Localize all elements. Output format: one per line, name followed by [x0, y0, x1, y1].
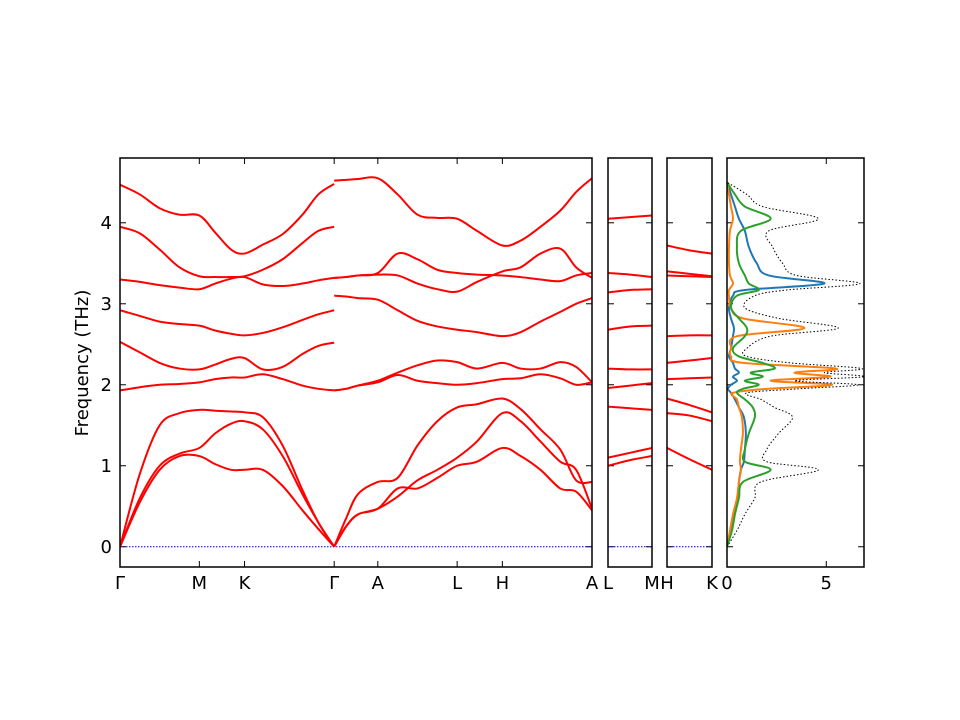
x-tick-label: 0 [721, 573, 732, 594]
band-line [667, 447, 712, 471]
panel-frame [726, 157, 865, 568]
y-tick-label: 4 [101, 213, 112, 234]
dos-partial-line [727, 182, 838, 547]
band-line [608, 272, 652, 279]
band-line [608, 367, 652, 371]
band-line [334, 176, 592, 247]
dos-total-line [727, 181, 864, 548]
band-line [608, 288, 652, 294]
x-tick-label: M [644, 573, 660, 594]
dos-lines [727, 181, 864, 548]
x-tick-label: Γ [115, 573, 125, 594]
band-line [667, 376, 712, 381]
y-tick-label: 1 [101, 456, 112, 477]
band-line [608, 324, 652, 331]
band-line [667, 244, 712, 255]
band-line [667, 274, 712, 279]
y-axis-label: Frequency (THz) [72, 290, 93, 437]
panel-frame [607, 157, 653, 568]
y-tick-label: 3 [101, 294, 112, 315]
band-line [333, 397, 592, 548]
band-line [667, 334, 712, 338]
panel-frame [666, 157, 713, 568]
band-lines [608, 214, 652, 467]
band-line [120, 309, 335, 337]
band-line [667, 270, 712, 278]
x-tick-label: L [603, 573, 613, 594]
band-line [120, 419, 336, 548]
band-line [120, 225, 335, 279]
x-tick-label: A [586, 573, 599, 594]
band-line [120, 408, 336, 548]
band-line [608, 214, 652, 220]
band-line [667, 412, 712, 423]
y-tick-label: 2 [101, 375, 112, 396]
x-tick-label: A [372, 573, 385, 594]
x-tick-label: K [706, 573, 719, 594]
band-line [120, 340, 335, 371]
band-line [667, 357, 712, 364]
dos-partial-line [727, 181, 776, 548]
band-line [120, 183, 335, 255]
band-line [333, 446, 592, 548]
band-line [608, 405, 652, 411]
band-line [608, 446, 652, 459]
band-line [667, 397, 712, 414]
x-tick-label: Γ [329, 573, 339, 594]
band-line [334, 252, 592, 283]
band-line [333, 411, 592, 548]
band-line [608, 382, 652, 390]
x-tick-label: H [660, 573, 674, 594]
band-line [120, 373, 335, 392]
band-line [334, 294, 592, 338]
x-tick-label: 5 [821, 573, 832, 594]
band-line [334, 247, 592, 293]
x-tick-label: K [239, 573, 252, 594]
y-tick-label: 0 [101, 537, 112, 558]
band-line [120, 275, 335, 291]
band-path-main-panel: 0 1 2 3 4 Γ M K Γ A L H A [101, 157, 599, 594]
panel-frame [119, 157, 593, 568]
band-line [120, 453, 335, 548]
band-lines [667, 244, 712, 471]
x-tick-label: L [452, 573, 462, 594]
band-line [334, 359, 592, 392]
x-tick-label: H [496, 573, 510, 594]
x-tick-label: M [192, 573, 208, 594]
band-line [608, 455, 652, 467]
band-lines [120, 176, 592, 548]
